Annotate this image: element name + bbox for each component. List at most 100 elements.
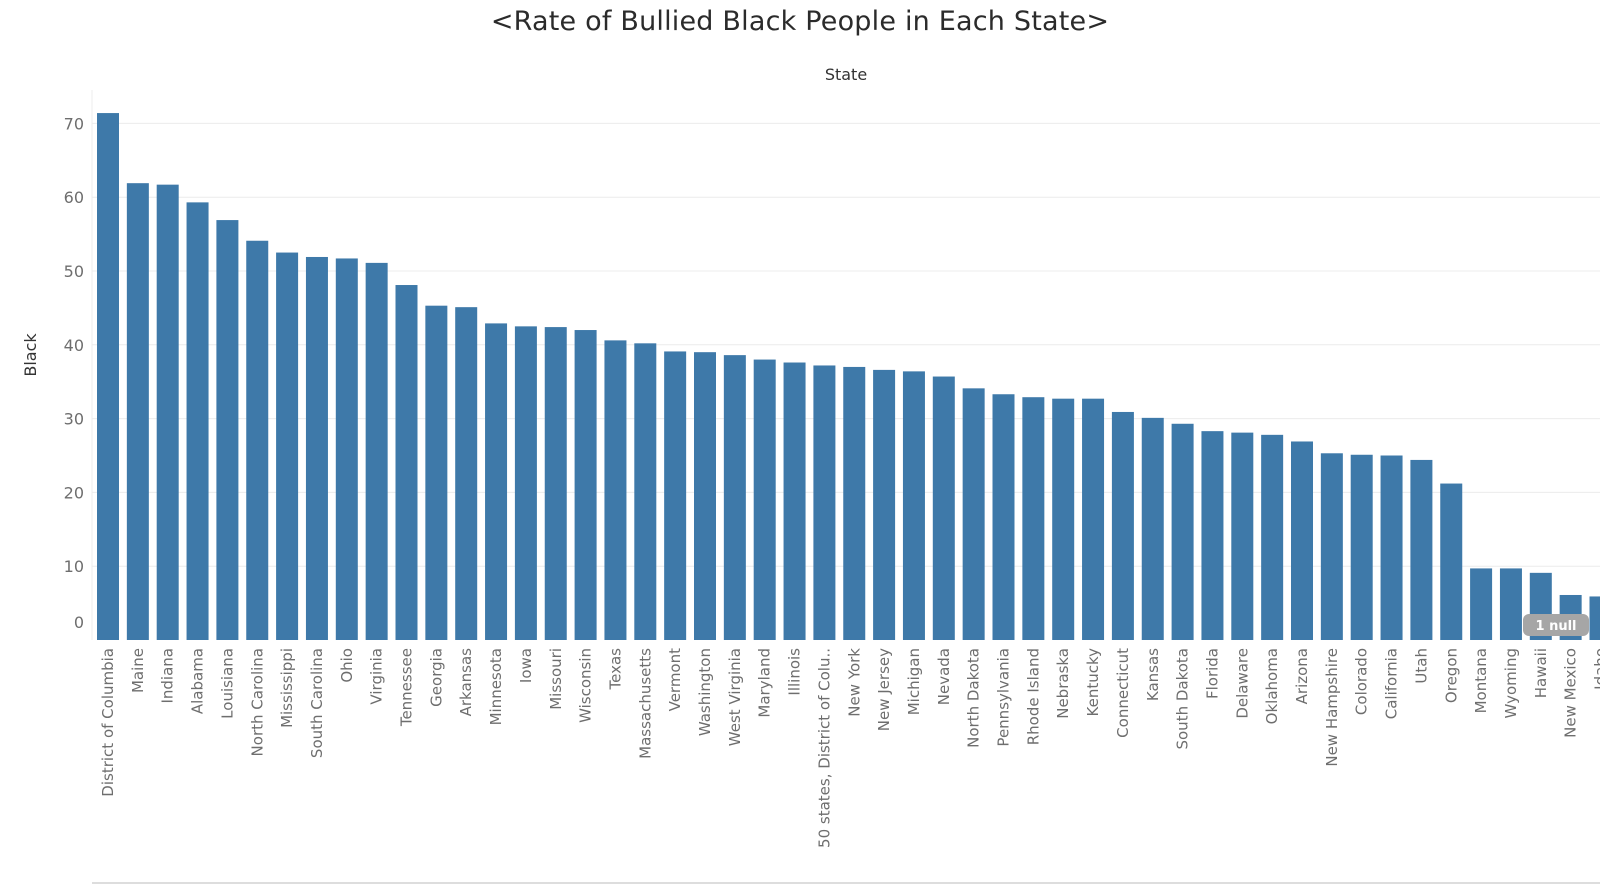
- x-tick-label: Louisiana: [218, 648, 236, 719]
- bar-illinois[interactable]: [783, 362, 806, 640]
- bar-kentucky[interactable]: [1082, 398, 1105, 640]
- bar-california[interactable]: [1380, 455, 1403, 641]
- bar-iowa[interactable]: [514, 326, 537, 640]
- bar-south-dakota[interactable]: [1171, 423, 1194, 640]
- bar-arkansas[interactable]: [455, 307, 478, 640]
- x-tick-label: Tennessee: [398, 648, 416, 727]
- y-tick-label: 20: [64, 483, 84, 502]
- x-tick-label: Connecticut: [1114, 648, 1132, 738]
- bar-washington[interactable]: [694, 352, 716, 640]
- y-axis-title: Black: [21, 333, 40, 377]
- bar-texas[interactable]: [604, 340, 627, 640]
- x-tick-label: Idaho: [1592, 648, 1600, 690]
- x-tick-label: Massachusetts: [636, 648, 654, 759]
- x-tick-label: Oregon: [1442, 648, 1460, 703]
- bar-florida[interactable]: [1201, 431, 1224, 640]
- x-tick-label: Nevada: [935, 648, 953, 705]
- bars: [97, 113, 1600, 641]
- bar-north-carolina[interactable]: [246, 240, 269, 640]
- x-tick-label: Montana: [1472, 648, 1490, 713]
- bar-colorado[interactable]: [1350, 454, 1373, 640]
- x-tick-label: Kentucky: [1084, 648, 1102, 717]
- x-tick-label: Missouri: [547, 648, 565, 710]
- bar-nevada[interactable]: [932, 376, 955, 640]
- bar-utah[interactable]: [1410, 459, 1433, 640]
- bar-kansas[interactable]: [1141, 417, 1164, 640]
- x-tick-label: Rhode Island: [1024, 648, 1042, 745]
- bar-new-york[interactable]: [843, 366, 866, 640]
- bar-louisiana[interactable]: [216, 220, 239, 640]
- x-tick-label: West Virginia: [726, 648, 744, 746]
- bar-50-states-district-of-colu[interactable]: [813, 365, 836, 640]
- x-tick-label: Wyoming: [1502, 648, 1520, 718]
- y-tick-label: 10: [64, 557, 84, 576]
- bar-rhode-island[interactable]: [1022, 397, 1045, 640]
- y-axis: 0 10 20 30 40 50 60 70: [64, 114, 84, 632]
- bar-alabama[interactable]: [186, 202, 209, 640]
- x-tick-label: California: [1383, 648, 1401, 719]
- y-tick-label: 0: [74, 613, 84, 632]
- x-tick-label: Michigan: [905, 648, 923, 715]
- bar-district-of-columbia[interactable]: [97, 113, 119, 641]
- x-tick-label: Arkansas: [457, 648, 475, 717]
- bar-mississippi[interactable]: [276, 252, 299, 641]
- bar-georgia[interactable]: [425, 305, 448, 640]
- bar-vermont[interactable]: [664, 351, 687, 640]
- x-tick-label: New Mexico: [1562, 648, 1580, 738]
- x-tick-label: Florida: [1203, 648, 1221, 699]
- x-tick-label: 50 states, District of Colu..: [815, 648, 833, 848]
- bar-new-hampshire[interactable]: [1320, 453, 1343, 640]
- x-tick-label: South Carolina: [308, 648, 326, 758]
- x-tick-label: Illinois: [786, 648, 804, 696]
- bar-tennessee[interactable]: [395, 285, 418, 640]
- x-tick-label: Utah: [1412, 648, 1430, 684]
- x-tick-label: Indiana: [159, 648, 177, 704]
- bar-nebraska[interactable]: [1052, 398, 1075, 640]
- null-indicator-background: [1523, 614, 1589, 636]
- bar-new-jersey[interactable]: [873, 369, 896, 640]
- bar-north-dakota[interactable]: [962, 388, 985, 640]
- x-tick-label: District of Columbia: [99, 648, 117, 797]
- bar-wisconsin[interactable]: [574, 330, 597, 640]
- x-tick-label: Washington: [696, 648, 714, 736]
- bar-ohio[interactable]: [335, 258, 358, 640]
- bar-west-virginia[interactable]: [723, 355, 746, 640]
- y-tick-label: 30: [64, 410, 84, 429]
- null-indicator[interactable]: 1 null: [1523, 614, 1589, 636]
- bar-oklahoma[interactable]: [1261, 434, 1284, 640]
- x-tick-label: New Hampshire: [1323, 648, 1341, 767]
- bar-pennsylvania[interactable]: [992, 394, 1015, 640]
- y-tick-label: 50: [64, 262, 84, 281]
- x-tick-label: South Dakota: [1174, 648, 1192, 750]
- bar-delaware[interactable]: [1231, 432, 1254, 640]
- bar-south-carolina[interactable]: [305, 256, 328, 640]
- x-tick-label: Maryland: [756, 648, 774, 718]
- x-tick-label: Pennsylvania: [995, 648, 1013, 747]
- bar-connecticut[interactable]: [1111, 411, 1134, 640]
- bar-arizona[interactable]: [1291, 441, 1313, 640]
- bar-missouri[interactable]: [544, 327, 567, 640]
- x-tick-label: Mississippi: [278, 648, 296, 728]
- bar-indiana[interactable]: [156, 184, 179, 641]
- null-indicator-label: 1 null: [1536, 619, 1577, 634]
- x-tick-label: Arizona: [1293, 648, 1311, 704]
- bar-maryland[interactable]: [753, 359, 776, 640]
- bar-michigan[interactable]: [902, 371, 925, 640]
- bar-minnesota[interactable]: [485, 323, 508, 640]
- x-tick-label: North Dakota: [965, 648, 983, 748]
- x-tick-label: Oklahoma: [1263, 648, 1281, 724]
- bar-massachusetts[interactable]: [634, 343, 657, 640]
- x-tick-label: Kansas: [1144, 648, 1162, 701]
- bar-wyoming[interactable]: [1499, 568, 1522, 640]
- x-tick-label: North Carolina: [248, 648, 266, 756]
- x-tick-label: Hawaii: [1532, 648, 1550, 698]
- bar-oregon[interactable]: [1440, 483, 1463, 640]
- x-tick-label: Texas: [606, 648, 624, 691]
- bar-virginia[interactable]: [365, 262, 388, 640]
- bar-montana[interactable]: [1470, 568, 1493, 640]
- bar-maine[interactable]: [126, 183, 149, 641]
- y-tick-label: 40: [64, 336, 84, 355]
- bar-idaho[interactable]: [1589, 596, 1600, 640]
- x-tick-label: Minnesota: [487, 648, 505, 725]
